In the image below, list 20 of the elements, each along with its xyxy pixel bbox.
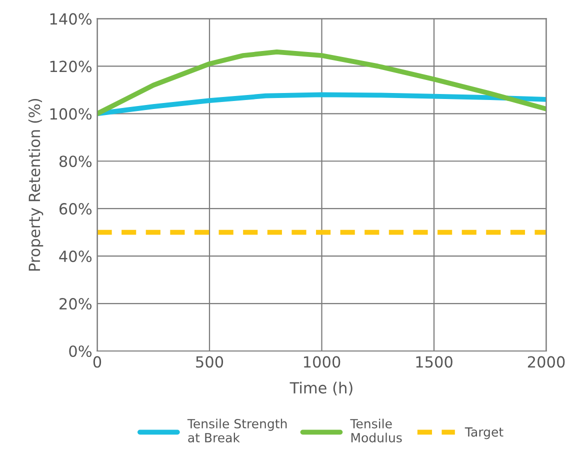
legend-label: Target: [464, 427, 504, 440]
x-tick-label: 0: [93, 356, 102, 368]
y-tick-label: 100%: [50, 108, 92, 120]
y-tick-label: 140%: [50, 13, 92, 25]
y-tick-label: 0%: [69, 345, 92, 358]
line-series: [97, 50, 546, 116]
line-series: [97, 92, 546, 116]
y-tick-label: 120%: [50, 60, 92, 72]
x-tick-label: 1000: [304, 356, 340, 368]
y-tick-label: 60%: [59, 203, 92, 215]
x-tick-label: 1500: [416, 356, 452, 368]
y-tick-label: 20%: [60, 298, 92, 310]
x-axis-title: Time (h): [290, 382, 352, 396]
y-tick-label: 40%: [59, 250, 92, 262]
y-tick-label: 80%: [59, 156, 92, 168]
x-tick-label: 2000: [528, 356, 565, 368]
legend-label: Tensile Modulus: [350, 418, 402, 442]
legend-label: Tensile Strength at Break: [187, 418, 287, 442]
x-tick-label: 500: [196, 356, 224, 368]
y-axis-title: Property Retention (%): [28, 98, 44, 271]
